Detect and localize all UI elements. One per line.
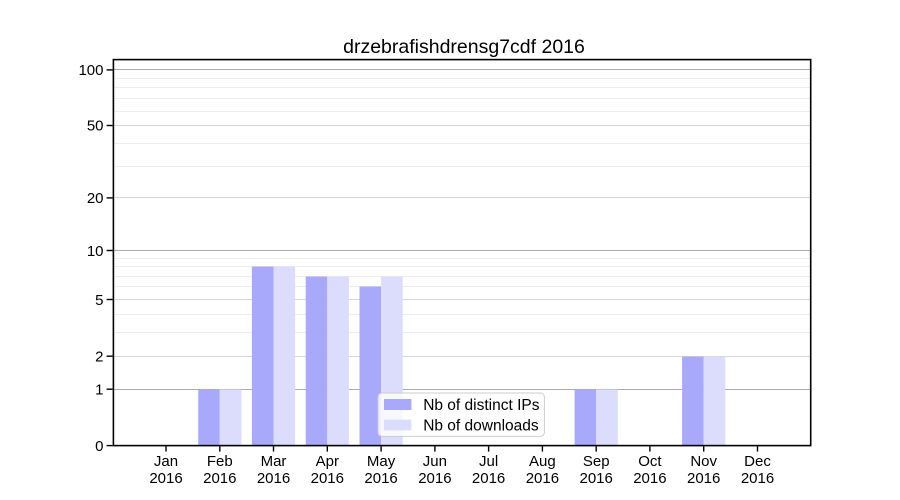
svg-text:Feb: Feb	[207, 453, 233, 470]
svg-text:2016: 2016	[311, 470, 344, 487]
svg-text:2016: 2016	[580, 470, 613, 487]
svg-text:Nov: Nov	[690, 453, 717, 470]
svg-text:2016: 2016	[741, 470, 774, 487]
svg-text:Jun: Jun	[423, 453, 447, 470]
svg-text:2016: 2016	[633, 470, 666, 487]
svg-text:Dec: Dec	[744, 453, 771, 470]
svg-text:Mar: Mar	[261, 453, 287, 470]
svg-text:Jul: Jul	[479, 453, 498, 470]
svg-text:2016: 2016	[687, 470, 720, 487]
svg-text:2016: 2016	[203, 470, 236, 487]
svg-text:20: 20	[87, 190, 104, 207]
svg-text:Sep: Sep	[583, 453, 610, 470]
svg-text:drzebrafishdrensg7cdf 2016: drzebrafishdrensg7cdf 2016	[343, 36, 585, 58]
svg-text:2016: 2016	[149, 470, 182, 487]
svg-text:2016: 2016	[526, 470, 559, 487]
svg-text:5: 5	[95, 292, 103, 309]
svg-text:Jan: Jan	[154, 453, 178, 470]
svg-text:100: 100	[78, 62, 103, 79]
svg-text:Nb of downloads: Nb of downloads	[423, 417, 539, 434]
svg-text:2016: 2016	[364, 470, 397, 487]
svg-text:2: 2	[95, 348, 103, 365]
svg-text:2016: 2016	[472, 470, 505, 487]
svg-text:2016: 2016	[257, 470, 290, 487]
svg-text:2016: 2016	[418, 470, 451, 487]
svg-text:Apr: Apr	[316, 453, 339, 470]
svg-text:0: 0	[95, 438, 103, 455]
svg-text:50: 50	[87, 118, 104, 135]
svg-text:Aug: Aug	[529, 453, 556, 470]
svg-text:10: 10	[87, 243, 104, 260]
svg-text:Nb of distinct IPs: Nb of distinct IPs	[423, 397, 540, 414]
svg-text:Oct: Oct	[638, 453, 662, 470]
svg-text:1: 1	[95, 381, 103, 398]
svg-text:May: May	[367, 453, 396, 470]
